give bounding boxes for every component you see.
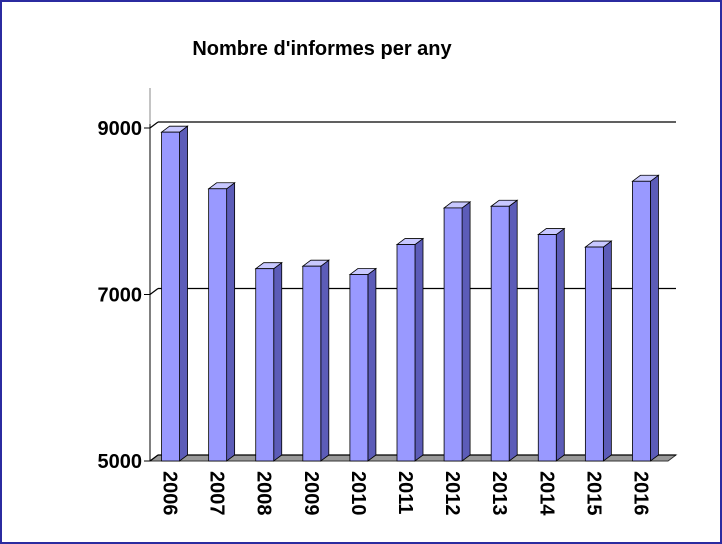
bar-front bbox=[208, 188, 228, 462]
bar-front bbox=[632, 180, 651, 462]
bar-front bbox=[161, 131, 180, 462]
bar bbox=[537, 227, 566, 462]
bar-front bbox=[584, 246, 604, 462]
bar-side bbox=[555, 227, 565, 462]
bar bbox=[301, 259, 331, 462]
bar-side bbox=[226, 181, 236, 462]
bar-front bbox=[537, 234, 557, 462]
grid-line bbox=[149, 121, 159, 129]
x-tick-label: 2016 bbox=[629, 471, 651, 516]
x-tick-label: 2008 bbox=[253, 471, 275, 516]
bar-side bbox=[273, 261, 283, 462]
bar-front bbox=[396, 244, 416, 462]
x-tick-label: 2012 bbox=[441, 471, 463, 516]
bar-side bbox=[650, 174, 659, 462]
bar-side bbox=[414, 237, 424, 462]
bar bbox=[395, 237, 425, 462]
y-tick-label: 7000 bbox=[98, 285, 143, 307]
bar bbox=[207, 181, 236, 462]
y-tick-label: 5000 bbox=[98, 451, 143, 473]
bar bbox=[442, 201, 472, 462]
bar bbox=[348, 267, 378, 462]
bar-front bbox=[255, 268, 275, 462]
bar-front bbox=[490, 205, 510, 462]
x-tick-label: 2015 bbox=[582, 471, 604, 516]
bar bbox=[254, 261, 283, 462]
x-tick-label: 2013 bbox=[488, 471, 510, 516]
bar bbox=[584, 240, 613, 462]
bar-side bbox=[461, 201, 471, 462]
x-tick-label: 2009 bbox=[300, 471, 322, 516]
bar bbox=[160, 125, 189, 462]
bar-front bbox=[302, 265, 322, 462]
grid-line bbox=[149, 288, 159, 295]
x-tick-label: 2007 bbox=[206, 471, 228, 516]
bar-front bbox=[443, 207, 463, 462]
chart-title: Nombre d'informes per any bbox=[192, 38, 452, 60]
x-tick-label: 2010 bbox=[347, 471, 369, 516]
x-tick-label: 2006 bbox=[159, 471, 181, 516]
bar-side bbox=[367, 267, 377, 462]
bar bbox=[489, 199, 519, 462]
bar-side bbox=[179, 125, 188, 462]
bar-side bbox=[320, 259, 330, 462]
bar bbox=[631, 174, 660, 462]
bar-side bbox=[602, 240, 612, 462]
bar-front bbox=[349, 274, 369, 462]
grid-line bbox=[149, 454, 159, 462]
bar-side bbox=[508, 199, 518, 462]
x-tick-label: 2014 bbox=[535, 471, 557, 516]
y-tick-label: 9000 bbox=[98, 118, 143, 140]
x-tick-label: 2011 bbox=[394, 471, 416, 514]
